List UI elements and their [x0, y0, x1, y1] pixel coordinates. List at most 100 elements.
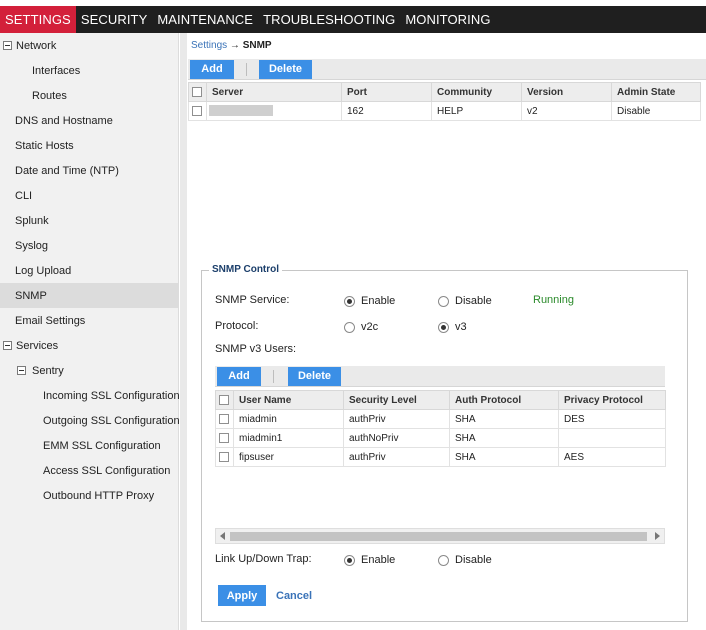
cancel-link[interactable]: Cancel	[276, 590, 313, 602]
sidebar-splitter[interactable]	[180, 33, 187, 630]
admin-state-cell: Disable	[611, 101, 701, 121]
sidebar-item-label: Incoming SSL Configuration	[43, 389, 180, 402]
auth-protocol-cell: SHA	[449, 428, 559, 448]
user-name-link[interactable]: miadmin1	[233, 428, 344, 448]
privacy-protocol-cell: DES	[558, 409, 666, 429]
row-select-cell	[215, 428, 234, 448]
sidebar-item-label: Outgoing SSL Configuration	[43, 414, 180, 427]
trap-disable-radio[interactable]: Disable	[438, 554, 492, 566]
table-row[interactable]: 162 HELP v2 Disable	[188, 101, 701, 121]
sidebar-item-network[interactable]: Network	[0, 33, 179, 58]
delete-user-button[interactable]: Delete	[288, 366, 341, 386]
radio-selected-icon	[344, 295, 355, 307]
tab-settings[interactable]: SETTINGS	[0, 6, 76, 33]
sidebar-item-label: Log Upload	[15, 264, 72, 277]
column-header[interactable]: Community	[431, 82, 522, 102]
sidebar-item-dns[interactable]: DNS and Hostname	[0, 108, 179, 133]
add-user-button[interactable]: Add	[217, 366, 261, 386]
table-row[interactable]: miadmin1 authNoPriv SHA	[215, 428, 666, 448]
radio-unselected-icon	[438, 295, 449, 307]
users-horizontal-scrollbar[interactable]	[215, 528, 665, 544]
tab-troubleshooting[interactable]: TROUBLESHOOTING	[263, 12, 396, 27]
sidebar-item-label: EMM SSL Configuration	[43, 439, 161, 452]
snmp-service-enable-radio[interactable]: Enable	[344, 295, 395, 307]
sidebar-item-routes[interactable]: Routes	[0, 83, 179, 108]
community-cell: HELP	[431, 101, 522, 121]
collapse-icon[interactable]	[3, 341, 12, 350]
column-header[interactable]: Server	[206, 82, 342, 102]
sidebar-item-snmp[interactable]: SNMP	[0, 283, 179, 308]
apply-button[interactable]: Apply	[218, 585, 266, 606]
collapse-icon[interactable]	[3, 41, 12, 50]
tab-security[interactable]: SECURITY	[80, 12, 148, 27]
radio-label: Enable	[361, 554, 396, 566]
server-toolbar: Add Delete	[188, 59, 706, 80]
sidebar-item-outgoing-ssl[interactable]: Outgoing SSL Configuration	[0, 408, 180, 433]
protocol-v3-radio[interactable]: v3	[438, 321, 467, 333]
row-checkbox[interactable]	[192, 105, 202, 116]
column-header[interactable]: Version	[521, 82, 612, 102]
column-header[interactable]: Admin State	[611, 82, 701, 102]
tab-monitoring[interactable]: MONITORING	[405, 12, 491, 27]
toolbar-separator	[273, 369, 274, 383]
radio-label: Disable	[455, 554, 492, 566]
sidebar-item-http-proxy[interactable]: Outbound HTTP Proxy	[0, 483, 179, 508]
row-select-cell	[215, 447, 234, 467]
sidebar-item-ntp[interactable]: Date and Time (NTP)	[0, 158, 179, 183]
column-header[interactable]: Auth Protocol	[449, 390, 559, 410]
sidebar-item-access-ssl[interactable]: Access SSL Configuration	[0, 458, 179, 483]
breadcrumb-settings-link[interactable]: Settings	[191, 40, 228, 51]
protocol-v2c-radio[interactable]: v2c	[344, 321, 378, 333]
row-select-cell	[188, 101, 207, 121]
table-row[interactable]: fipsuser authPriv SHA AES	[215, 447, 666, 467]
sidebar-item-log-upload[interactable]: Log Upload	[0, 258, 179, 283]
snmp-control-legend: SNMP Control	[209, 264, 283, 275]
select-all-checkbox[interactable]	[219, 394, 229, 405]
radio-unselected-icon	[438, 554, 449, 566]
scrollbar-thumb[interactable]	[230, 532, 647, 541]
trap-enable-radio[interactable]: Enable	[344, 554, 395, 566]
snmp-control-fieldset	[201, 270, 688, 622]
sidebar-item-emm-ssl[interactable]: EMM SSL Configuration	[0, 433, 179, 458]
row-checkbox[interactable]	[219, 432, 229, 443]
column-header[interactable]: Security Level	[343, 390, 450, 410]
delete-server-button[interactable]: Delete	[259, 59, 312, 79]
auth-protocol-cell: SHA	[449, 409, 559, 429]
version-cell: v2	[521, 101, 612, 121]
protocol-label: Protocol:	[215, 320, 259, 332]
sidebar-item-static-hosts[interactable]: Static Hosts	[0, 133, 179, 158]
sidebar-item-syslog[interactable]: Syslog	[0, 233, 179, 258]
users-table: User Name Security Level Auth Protocol P…	[215, 390, 666, 467]
tab-maintenance[interactable]: MAINTENANCE	[157, 12, 254, 27]
sidebar-item-label: SNMP	[15, 289, 47, 302]
collapse-icon[interactable]	[17, 366, 26, 375]
user-name-link[interactable]: fipsuser	[233, 447, 344, 467]
scroll-right-icon[interactable]	[655, 532, 660, 540]
sidebar-item-label: Outbound HTTP Proxy	[43, 489, 155, 502]
sidebar-item-services[interactable]: Services	[0, 333, 179, 358]
column-header[interactable]: Privacy Protocol	[558, 390, 666, 410]
table-row[interactable]: miadmin authPriv SHA DES	[215, 409, 666, 429]
scroll-left-icon[interactable]	[220, 532, 225, 540]
radio-label: v3	[455, 321, 467, 333]
sidebar-item-incoming-ssl[interactable]: Incoming SSL Configuration	[0, 383, 180, 408]
sidebar-item-label: Access SSL Configuration	[43, 464, 171, 477]
add-server-button[interactable]: Add	[190, 59, 234, 79]
masked-server-address	[209, 105, 273, 117]
sidebar-item-interfaces[interactable]: Interfaces	[0, 58, 179, 83]
row-checkbox[interactable]	[219, 413, 229, 424]
column-header[interactable]: Port	[341, 82, 432, 102]
row-checkbox[interactable]	[219, 451, 229, 462]
server-table: Server Port Community Version Admin Stat…	[188, 82, 701, 121]
snmp-service-disable-radio[interactable]: Disable	[438, 295, 492, 307]
sidebar-item-sentry[interactable]: Sentry	[0, 358, 179, 383]
privacy-protocol-cell: AES	[558, 447, 666, 467]
column-header[interactable]: User Name	[233, 390, 344, 410]
sidebar-item-email-settings[interactable]: Email Settings	[0, 308, 179, 333]
radio-label: v2c	[361, 321, 379, 333]
radio-label: Enable	[361, 295, 396, 307]
sidebar-item-splunk[interactable]: Splunk	[0, 208, 179, 233]
sidebar-item-cli[interactable]: CLI	[0, 183, 179, 208]
select-all-checkbox[interactable]	[192, 86, 202, 97]
user-name-link[interactable]: miadmin	[233, 409, 344, 429]
